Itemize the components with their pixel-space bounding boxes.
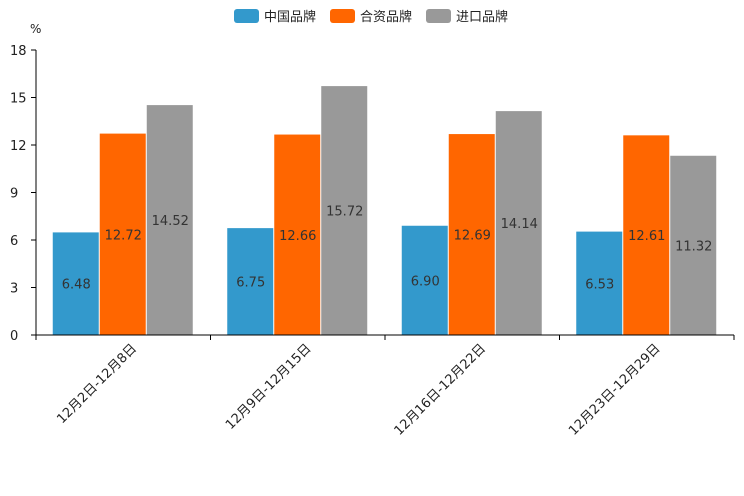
legend-item[interactable]: 进口品牌 — [426, 9, 508, 25]
y-tick-label: 6 — [10, 234, 18, 249]
y-tick-label: 9 — [10, 187, 18, 202]
x-category-label: 12月9日-12月15日 — [223, 341, 315, 433]
bar-value-label: 12.69 — [454, 229, 491, 244]
legend-item[interactable]: 中国品牌 — [234, 9, 316, 25]
bar-value-label: 6.53 — [585, 277, 614, 292]
bar-value-label: 14.14 — [501, 217, 538, 232]
y-tick-label: 12 — [10, 139, 27, 154]
bar — [448, 134, 495, 335]
bar — [623, 135, 670, 335]
bar — [576, 231, 623, 335]
legend: 中国品牌 合资品牌 进口品牌 — [234, 9, 508, 25]
bar — [670, 155, 717, 335]
bar — [495, 111, 542, 335]
y-tick-label: 18 — [10, 44, 27, 59]
y-tick-label: 0 — [10, 329, 18, 344]
legend-label: 中国品牌 — [264, 9, 316, 25]
legend-swatch — [330, 9, 355, 23]
x-category-label: 12月23日-12月29日 — [566, 341, 663, 438]
legend-item[interactable]: 合资品牌 — [330, 9, 412, 25]
y-tick-label: 3 — [10, 282, 18, 297]
bar-value-label: 6.90 — [411, 274, 440, 289]
bar — [274, 134, 321, 335]
bar — [401, 225, 448, 335]
bar — [52, 232, 99, 335]
bars-group: 6.48 12.72 14.52 6.75 12.66 15.72 6.90 12.69 14.… — [52, 86, 717, 335]
legend-label: 合资品牌 — [360, 9, 412, 25]
x-category-label: 12月2日-12月8日 — [54, 341, 140, 427]
legend-label: 进口品牌 — [456, 9, 508, 25]
bar-value-label: 12.61 — [628, 229, 665, 244]
y-axis-unit-label: % — [30, 22, 41, 36]
legend-swatch — [234, 9, 259, 23]
x-category-label: 12月16日-12月22日 — [392, 341, 489, 438]
bar-value-label: 15.72 — [326, 205, 363, 220]
bar — [321, 86, 368, 335]
bar — [99, 133, 146, 335]
bar-value-label: 12.72 — [105, 228, 142, 243]
x-axis: 12月2日-12月8日 12月9日-12月15日 12月16日-12月22日 12月2… — [35, 334, 735, 439]
bar — [227, 228, 274, 335]
bar — [146, 105, 193, 335]
bar-value-label: 14.52 — [152, 214, 189, 229]
bar-value-label: 6.75 — [236, 276, 265, 291]
bar-value-label: 12.66 — [279, 229, 316, 244]
bar-value-label: 6.48 — [62, 278, 91, 293]
bar-value-label: 11.32 — [675, 239, 712, 254]
y-axis: 0 3 6 9 12 15 18 — [10, 44, 37, 344]
y-tick-label: 15 — [10, 92, 27, 107]
legend-swatch — [426, 9, 451, 23]
